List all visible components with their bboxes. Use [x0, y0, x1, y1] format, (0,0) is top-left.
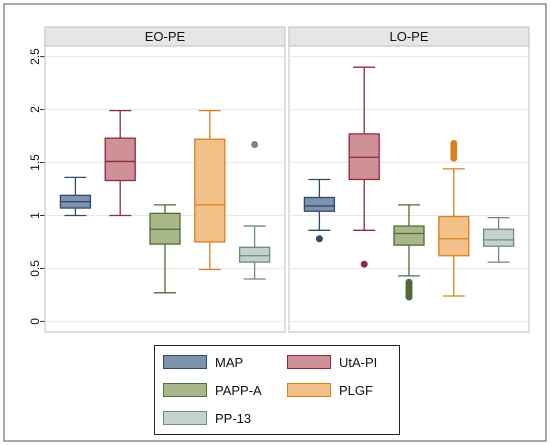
outlier-lo-pe-map — [315, 235, 323, 243]
legend-item-plgf: PLGF — [287, 380, 373, 400]
legend-swatch-map — [163, 355, 207, 369]
box-lo-pe-papp-a — [393, 225, 425, 246]
legend-item-uta-pi: UtA-PI — [287, 352, 377, 372]
y-tick-label: 0 — [28, 318, 42, 325]
box-lo-pe-map — [303, 196, 336, 212]
outlier-lo-pe-papp-a — [405, 278, 413, 286]
legend-item-map: MAP — [163, 352, 243, 372]
box-lo-pe-plgf — [438, 215, 470, 257]
legend-label-plgf: PLGF — [339, 382, 373, 398]
box-lo-pe-pp-13 — [482, 228, 515, 247]
y-tick-label: 1 — [28, 212, 42, 219]
legend-item-pp-13: PP-13 — [163, 408, 251, 428]
y-tick-label: 2 — [28, 106, 42, 113]
legend-label-map: MAP — [215, 354, 244, 370]
outlier-eo-pe-pp-13 — [251, 141, 259, 149]
box-eo-pe-pp-13 — [238, 246, 271, 263]
y-tick-label: 2.5 — [28, 48, 42, 65]
legend-swatch-pp-13 — [163, 411, 207, 425]
legend-swatch-plgf — [287, 383, 331, 397]
legend-swatch-papp-a — [163, 383, 207, 397]
outlier-lo-pe-plgf — [450, 139, 458, 147]
legend-label-pp-13: PP-13 — [215, 410, 252, 426]
box-eo-pe-plgf — [194, 138, 226, 243]
box-eo-pe-uta-pi — [104, 137, 136, 182]
outlier-lo-pe-uta-pi — [360, 260, 368, 268]
legend-swatch-uta-pi — [287, 355, 331, 369]
legend-label-uta-pi: UtA-PI — [339, 354, 378, 370]
panel-title-lo-pe: LO-PE — [389, 29, 428, 44]
legend: MAP UtA-PI PAPP-A PLGF PP-13 — [154, 345, 400, 435]
panel-title-eo-pe: EO-PE — [145, 29, 186, 44]
legend-item-papp-a: PAPP-A — [163, 380, 262, 400]
y-tick-label: 0.5 — [28, 260, 42, 277]
legend-label-papp-a: PAPP-A — [215, 382, 262, 398]
y-tick-label: 1.5 — [28, 154, 42, 171]
figure-border — [3, 3, 547, 442]
